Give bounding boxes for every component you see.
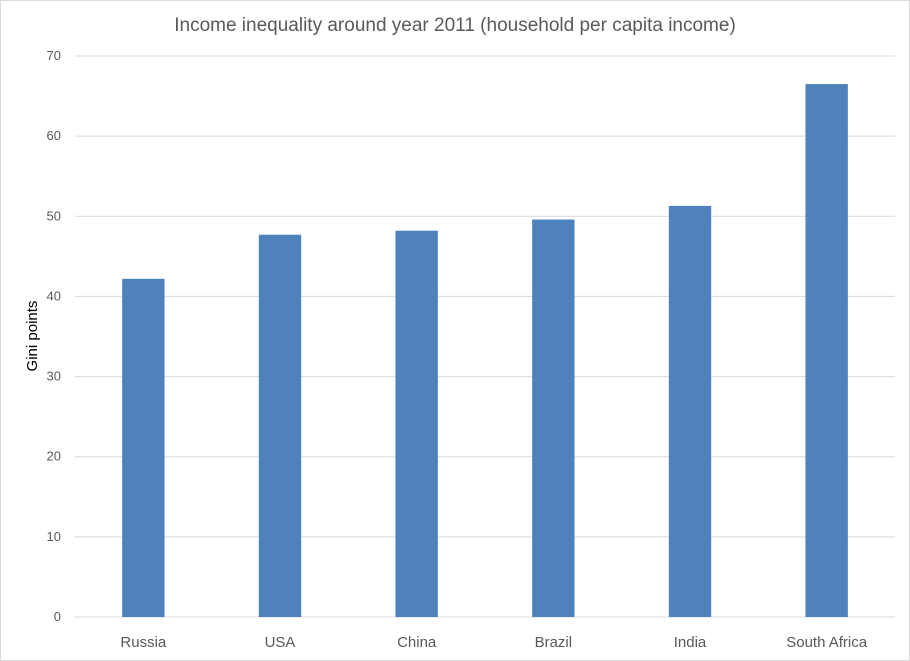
- bar-russia: [122, 278, 165, 617]
- x-category-label: South Africa: [786, 634, 868, 651]
- bar-china: [395, 230, 438, 617]
- y-tick-label: 60: [47, 128, 61, 143]
- y-tick-label: 20: [47, 449, 61, 464]
- bar-usa: [258, 234, 302, 617]
- y-tick-label: 10: [47, 529, 61, 544]
- y-tick-label: 0: [54, 609, 61, 624]
- gridlines: [75, 55, 895, 618]
- x-category-label: Russia: [120, 634, 167, 651]
- y-tick-label: 50: [47, 208, 61, 223]
- chart-title: Income inequality around year 2011 (hous…: [174, 15, 736, 36]
- bar-brazil: [532, 219, 575, 617]
- x-axis-labels: Russia USA China Brazil India South Africa: [120, 634, 867, 651]
- y-tick-label: 30: [47, 369, 61, 384]
- x-category-label: Brazil: [535, 634, 573, 651]
- x-category-label: China: [397, 634, 437, 651]
- y-tick-label: 40: [47, 288, 61, 303]
- y-axis-ticks: 0 10 20 30 40 50 60 70: [47, 48, 61, 624]
- y-axis-title: Gini points: [24, 301, 41, 372]
- bars: [122, 84, 848, 618]
- x-category-label: USA: [265, 634, 296, 651]
- x-category-label: India: [674, 634, 707, 651]
- bar-india: [668, 205, 712, 618]
- bar-south-africa: [805, 84, 848, 618]
- y-tick-label: 70: [47, 48, 61, 63]
